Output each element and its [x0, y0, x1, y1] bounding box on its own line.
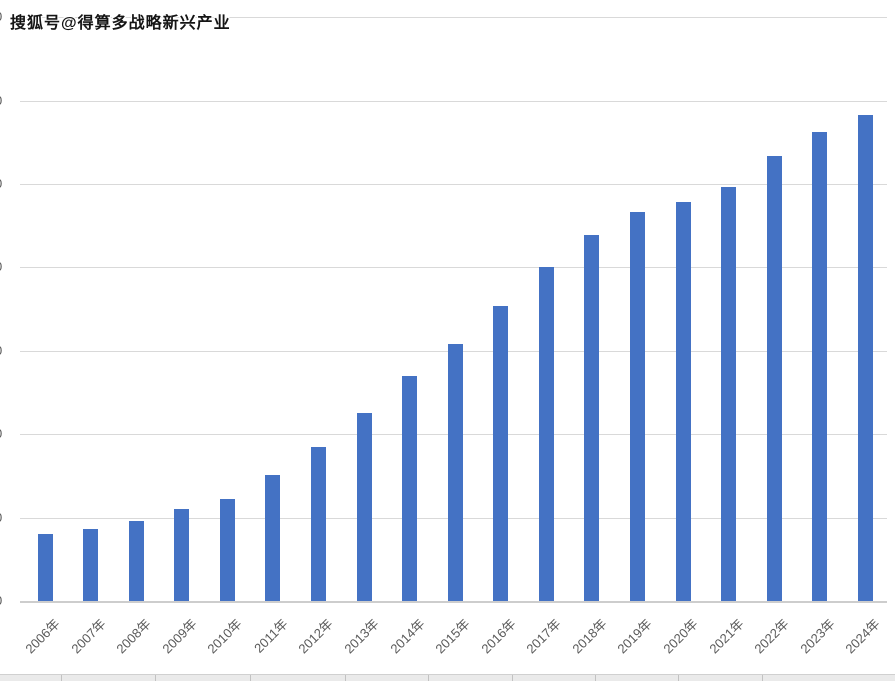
x-tick-label: 2010年: [204, 616, 246, 657]
x-tick-label: 2012年: [295, 616, 337, 657]
grid-line: [20, 17, 887, 19]
x-tick-label: 2013年: [341, 616, 382, 657]
bar-2009年: [174, 509, 190, 601]
y-tick-label: 0: [0, 426, 9, 441]
y-tick-label: 0: [0, 343, 9, 358]
grid-line: [20, 100, 887, 102]
bar-2010年: [219, 499, 235, 601]
bar-2006年: [37, 534, 53, 601]
bar-2024年: [857, 114, 873, 601]
x-axis-line: [20, 601, 887, 603]
table-column-divider: [61, 675, 62, 681]
bar-2014年: [402, 375, 418, 601]
table-column-divider: [595, 675, 596, 681]
bar-2023年: [812, 132, 828, 601]
bar-2018年: [584, 234, 600, 601]
x-tick-label: 2007年: [68, 616, 109, 657]
x-tick-label: 2017年: [523, 616, 565, 657]
x-tick-label: 2020年: [660, 616, 701, 657]
x-tick-label: 2024年: [842, 616, 884, 657]
y-tick-label: 0: [0, 593, 9, 608]
x-tick-label: 2022年: [751, 616, 792, 657]
x-tick-label: 2009年: [159, 616, 200, 657]
x-tick-label: 2016年: [478, 616, 519, 657]
grid-line: [20, 184, 887, 185]
bar-2015年: [447, 344, 463, 601]
x-tick-label: 2019年: [614, 616, 656, 657]
table-column-divider: [155, 675, 156, 681]
bar-2012年: [310, 446, 326, 601]
cropped-table-strip: [0, 674, 895, 681]
x-tick-label: 2011年: [251, 616, 291, 656]
table-column-divider: [250, 675, 251, 681]
bar-2019年: [629, 212, 645, 601]
sohu-watermark: 搜狐号@得算多战略新兴产业: [10, 15, 231, 32]
bar-2017年: [538, 267, 554, 601]
table-column-divider: [678, 675, 679, 681]
table-column-divider: [428, 675, 429, 681]
x-tick-label: 2023年: [797, 616, 838, 657]
grid-line: [20, 267, 887, 269]
x-tick-label: 2018年: [569, 616, 610, 657]
x-tick-label: 2015年: [432, 616, 473, 657]
bar-2007年: [83, 529, 99, 601]
x-tick-label: 2014年: [387, 616, 428, 657]
bar-2022年: [766, 155, 782, 601]
bar-2008年: [128, 520, 144, 601]
y-tick-label: 0: [0, 176, 9, 191]
x-tick-label: 2006年: [22, 616, 63, 657]
x-tick-label: 2021年: [705, 616, 747, 657]
bar-2016年: [493, 305, 509, 601]
table-column-divider: [762, 675, 763, 681]
table-column-divider: [512, 675, 513, 681]
x-tick-label: 2008年: [113, 616, 154, 657]
y-tick-label: 0: [0, 510, 9, 525]
y-tick-label: 0: [0, 259, 9, 274]
bar-2011年: [265, 475, 281, 601]
table-column-divider: [345, 675, 346, 681]
bar-2021年: [721, 187, 736, 601]
y-tick-label: 0: [0, 9, 9, 24]
bar-2013年: [356, 413, 372, 602]
y-tick-label: 0: [0, 93, 9, 108]
bar-2020年: [675, 202, 691, 601]
